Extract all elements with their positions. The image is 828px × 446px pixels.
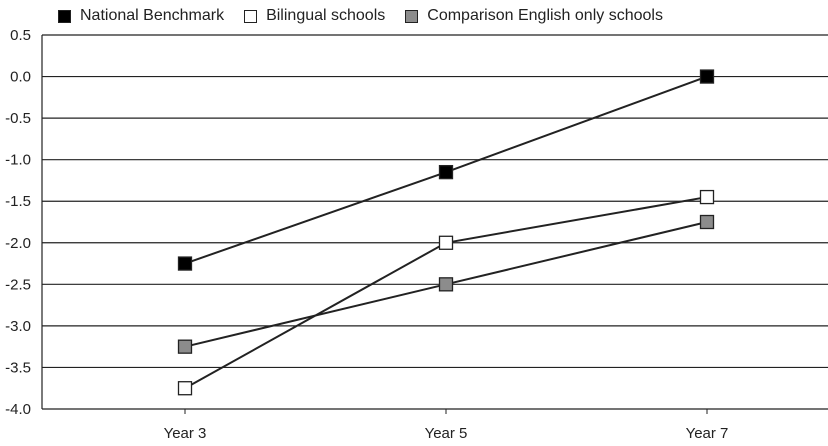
- legend-item-bilingual-schools: Bilingual schools: [244, 7, 385, 25]
- data-point-marker: [177, 339, 193, 354]
- data-point-marker: [177, 256, 193, 271]
- data-point-marker: [438, 164, 454, 180]
- axes: [41, 35, 708, 414]
- data-point-marker: [438, 277, 454, 292]
- data-point-marker: [438, 235, 454, 250]
- data-point-marker: [699, 214, 715, 230]
- gridlines: [42, 34, 828, 410]
- legend-swatch-bilingual-schools: [244, 9, 258, 23]
- legend-item-comparison-schools: Comparison English only schools: [405, 7, 663, 25]
- data-point-marker: [699, 189, 715, 205]
- data-point-marker: [699, 69, 715, 84]
- x-tick-label: Year 3: [164, 425, 207, 442]
- legend-swatch-comparison-schools: [405, 9, 419, 23]
- y-tick-label: -2.5: [5, 276, 31, 293]
- y-tick-label: 0.5: [10, 27, 31, 44]
- legend-label-comparison-schools: Comparison English only schools: [427, 7, 663, 24]
- y-tick-label: -1.0: [5, 152, 31, 169]
- legend-item-national-benchmark: National Benchmark: [58, 7, 224, 25]
- series-line-1: [184, 196, 708, 390]
- y-tick-label: -4.0: [5, 401, 31, 418]
- legend-label-bilingual-schools: Bilingual schools: [266, 7, 386, 24]
- data-point-marker: [177, 381, 193, 396]
- y-tick-label: -1.5: [5, 193, 31, 210]
- y-tick-label: -3.5: [5, 359, 31, 376]
- y-tick-label: 0.0: [10, 69, 31, 86]
- series-lines: [184, 75, 708, 390]
- tick-labels: 0.5 0.0 -0.5 -1.0 -1.5 -2.0 -2.5 -3.0 -3.5 -4.0 Ye…: [5, 27, 728, 442]
- x-tick-label: Year 7: [686, 425, 729, 442]
- legend-swatch-national-benchmark: [58, 9, 71, 23]
- series-markers: [177, 69, 715, 396]
- y-tick-label: -2.0: [5, 235, 31, 252]
- legend-label-national-benchmark: National Benchmark: [80, 7, 225, 24]
- y-tick-label: -0.5: [5, 110, 31, 127]
- x-tick-label: Year 5: [425, 425, 468, 442]
- y-tick-label: -3.0: [5, 318, 31, 335]
- legend: National Benchmark Bilingual schools Com…: [58, 4, 683, 28]
